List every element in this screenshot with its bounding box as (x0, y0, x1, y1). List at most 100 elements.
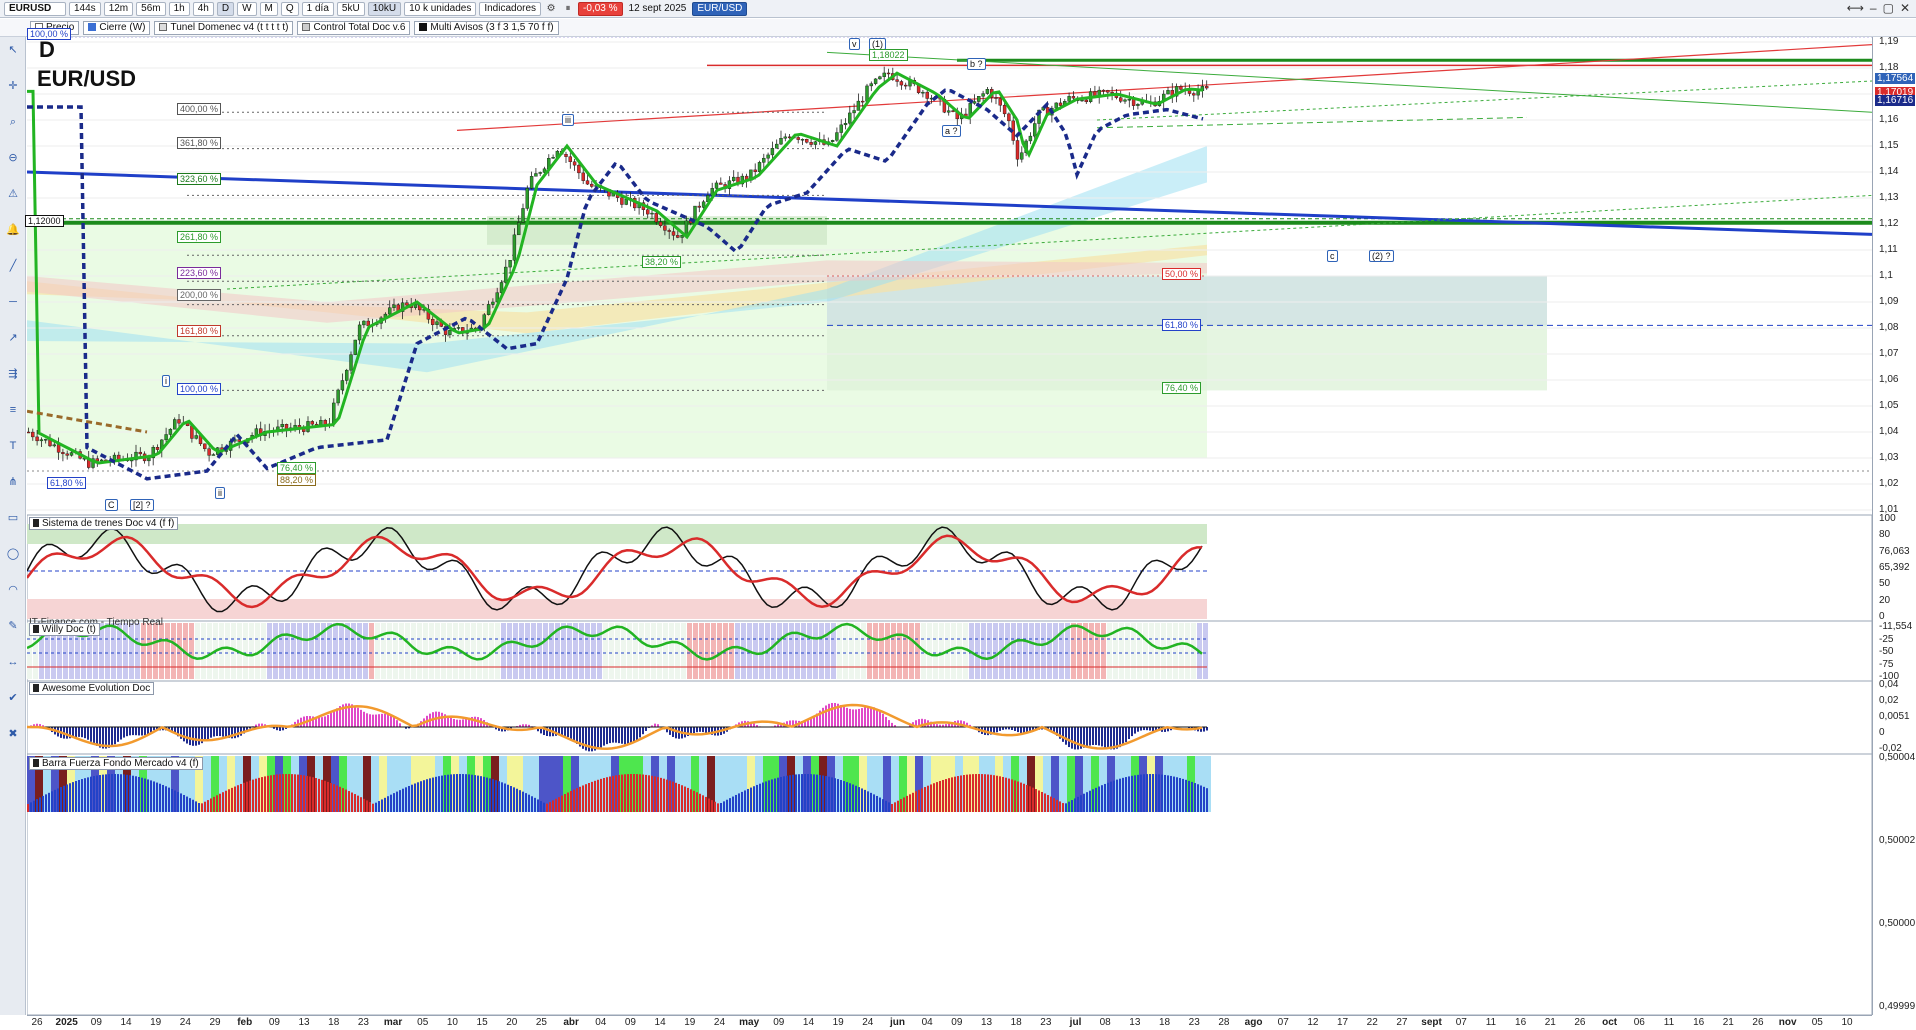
fib-icon[interactable]: ≡ (9, 404, 17, 416)
volume-5ku[interactable]: 5kU (336, 1, 365, 16)
zoom-out-icon[interactable]: ⊖ (8, 152, 18, 164)
barra-background-bar (43, 756, 51, 812)
pause-icon[interactable]: ⏸ (565, 3, 571, 14)
wave-label-iii[interactable]: iii (562, 114, 574, 126)
price-axis[interactable]: 1,191,181,171,161,151,141,131,121,111,11… (1872, 36, 1916, 1015)
candle-bull (732, 176, 736, 181)
fib-label-100[interactable]: 100,00 % (177, 383, 222, 395)
close-swatch-icon (88, 22, 97, 31)
pane-title-awesome[interactable]: Awesome Evolution Doc (29, 682, 155, 695)
maximize-icon[interactable]: ▢ (1882, 1, 1894, 15)
fib-label-2236[interactable]: 223,60 % (177, 267, 222, 279)
candle-bull (701, 201, 706, 208)
fib-label-882-left[interactable]: 88,20 % (277, 474, 317, 486)
timeframe-w[interactable]: W (237, 1, 257, 16)
bell-icon[interactable]: 🔔 (6, 224, 20, 236)
fib-label-2618[interactable]: 261,80 % (177, 231, 222, 243)
ellipse-icon[interactable]: ◯ (6, 548, 20, 560)
barra-histogram-bar (795, 774, 797, 812)
symbol-selector[interactable]: EURUSD (4, 1, 66, 16)
rectangle-icon[interactable]: ▭ (7, 512, 19, 524)
fib-label-618[interactable]: 61,80 % (1162, 319, 1202, 331)
awesome-bar (1011, 727, 1013, 731)
units-selector[interactable]: 10 k unidades (404, 1, 477, 16)
pane-title-trenes[interactable]: Sistema de trenes Doc v4 (f f) (29, 517, 179, 530)
timeframe-d[interactable]: D (216, 1, 235, 16)
alert-icon[interactable]: ⚠ (8, 188, 18, 200)
pane-icon (33, 519, 39, 527)
chart-canvas[interactable] (27, 37, 1872, 1015)
barra-background-bar (1043, 756, 1051, 812)
text-icon[interactable]: T (9, 440, 17, 452)
measure-icon[interactable]: ↔ (7, 656, 19, 668)
timeframe-12m[interactable]: 12m (103, 1, 134, 16)
fib-label-200[interactable]: 200,00 % (177, 289, 222, 301)
indicators-button[interactable]: Indicadores (479, 1, 542, 16)
barra-histogram-bar (810, 774, 812, 812)
chart-area[interactable]: D EUR/USD IT-Finance.com - Tiempo Real 4… (25, 28, 1872, 1015)
wave-label-i[interactable]: i (162, 375, 170, 387)
fib-label-100-top[interactable]: 100,00 % (27, 28, 72, 40)
minimize-icon[interactable]: – (1869, 1, 1877, 15)
fib-label-618-left[interactable]: 61,80 % (47, 477, 87, 489)
indicator-chip-tunel[interactable]: Tunel Domenec v4 (t t t t t) (154, 20, 294, 35)
level-tag-112[interactable]: 1,12000 (25, 215, 64, 227)
indicator-chip-control[interactable]: Control Total Doc v.6 (297, 20, 411, 35)
wave-label-b[interactable]: b ? (967, 58, 986, 70)
pitchfork-icon[interactable]: ⋔ (8, 476, 18, 488)
wave-label-2q[interactable]: (2) ? (1369, 250, 1394, 262)
wave-label-ii[interactable]: ii (215, 487, 225, 499)
fib-label-1618[interactable]: 161,80 % (177, 325, 222, 337)
barra-histogram-bar (1161, 774, 1163, 812)
barra-histogram-bar (261, 777, 263, 812)
candle-bull (172, 419, 177, 430)
wave-label-2[interactable]: [2] ? (130, 499, 154, 511)
awesome-bar (867, 706, 869, 727)
close-icon[interactable]: ✕ (1899, 1, 1910, 15)
willy-bar (609, 623, 614, 679)
wave-label-c-lower[interactable]: C (105, 499, 118, 511)
barra-histogram-bar (240, 783, 242, 812)
timeframe-1h[interactable]: 1h (168, 1, 190, 16)
fib-label-382[interactable]: 38,20 % (642, 256, 682, 268)
delete-icon[interactable]: ✖ (8, 728, 18, 740)
pin-icon[interactable]: ⟷ (1846, 1, 1864, 15)
settings-icon[interactable]: ⚙ (546, 3, 556, 14)
wave-value-label[interactable]: 1,18022 (869, 49, 908, 61)
barra-histogram-bar (732, 796, 734, 812)
brush-icon[interactable]: ✎ (8, 620, 18, 632)
wave-label-a[interactable]: a ? (942, 125, 961, 137)
fib-label-3236[interactable]: 323,60 % (177, 173, 222, 185)
wave-label-c[interactable]: c (1327, 250, 1338, 262)
pane-title-willy[interactable]: Willy Doc (t) (29, 623, 100, 636)
awesome-bar (153, 727, 155, 731)
fib-label-764-left[interactable]: 76,40 % (277, 462, 317, 474)
fib-label-50[interactable]: 50,00 % (1162, 268, 1202, 280)
fib-label-764[interactable]: 76,40 % (1162, 382, 1202, 394)
wave-label-v[interactable]: v (849, 38, 860, 50)
timeframe-4h[interactable]: 4h (192, 1, 214, 16)
channel-icon[interactable]: ⇶ (8, 368, 18, 380)
fib-label-400[interactable]: 400,00 % (177, 103, 222, 115)
date-axis[interactable]: 26 2025 09 14 19 24 29 feb 09 13 18 23 mar 05 10 15 20 25… (27, 1015, 1872, 1030)
candle-bull (448, 330, 452, 335)
awesome-bar (645, 727, 647, 731)
crosshair-icon[interactable]: ✛ (8, 80, 18, 92)
zoom-icon[interactable]: ⌕ (9, 116, 17, 128)
timeframe-q[interactable]: Q (280, 1, 299, 16)
indicator-chip-close[interactable]: Cierre (W) (83, 20, 151, 35)
timeframe-56m[interactable]: 56m (136, 1, 166, 16)
pane-title-barra[interactable]: Barra Fuerza Fondo Mercado v4 (f) (29, 757, 203, 770)
ray-icon[interactable]: ↗ (8, 332, 18, 344)
fib-label-3618[interactable]: 361,80 % (177, 137, 222, 149)
indicator-chip-avisos[interactable]: Multi Avisos (3 f 3 1,5 70 f f) (414, 20, 559, 35)
arc-icon[interactable]: ◠ (8, 584, 18, 596)
line-icon[interactable]: ╱ (9, 260, 17, 272)
hline-icon[interactable]: ─ (9, 296, 17, 308)
volume-10ku[interactable]: 10kU (367, 1, 402, 16)
pointer-icon[interactable]: ↖ (8, 44, 18, 56)
timeframe-144s[interactable]: 144s (69, 1, 101, 16)
check-icon[interactable]: ✔ (8, 692, 18, 704)
timeframe-m[interactable]: M (259, 1, 278, 16)
period-selector[interactable]: 1 día (301, 1, 334, 16)
